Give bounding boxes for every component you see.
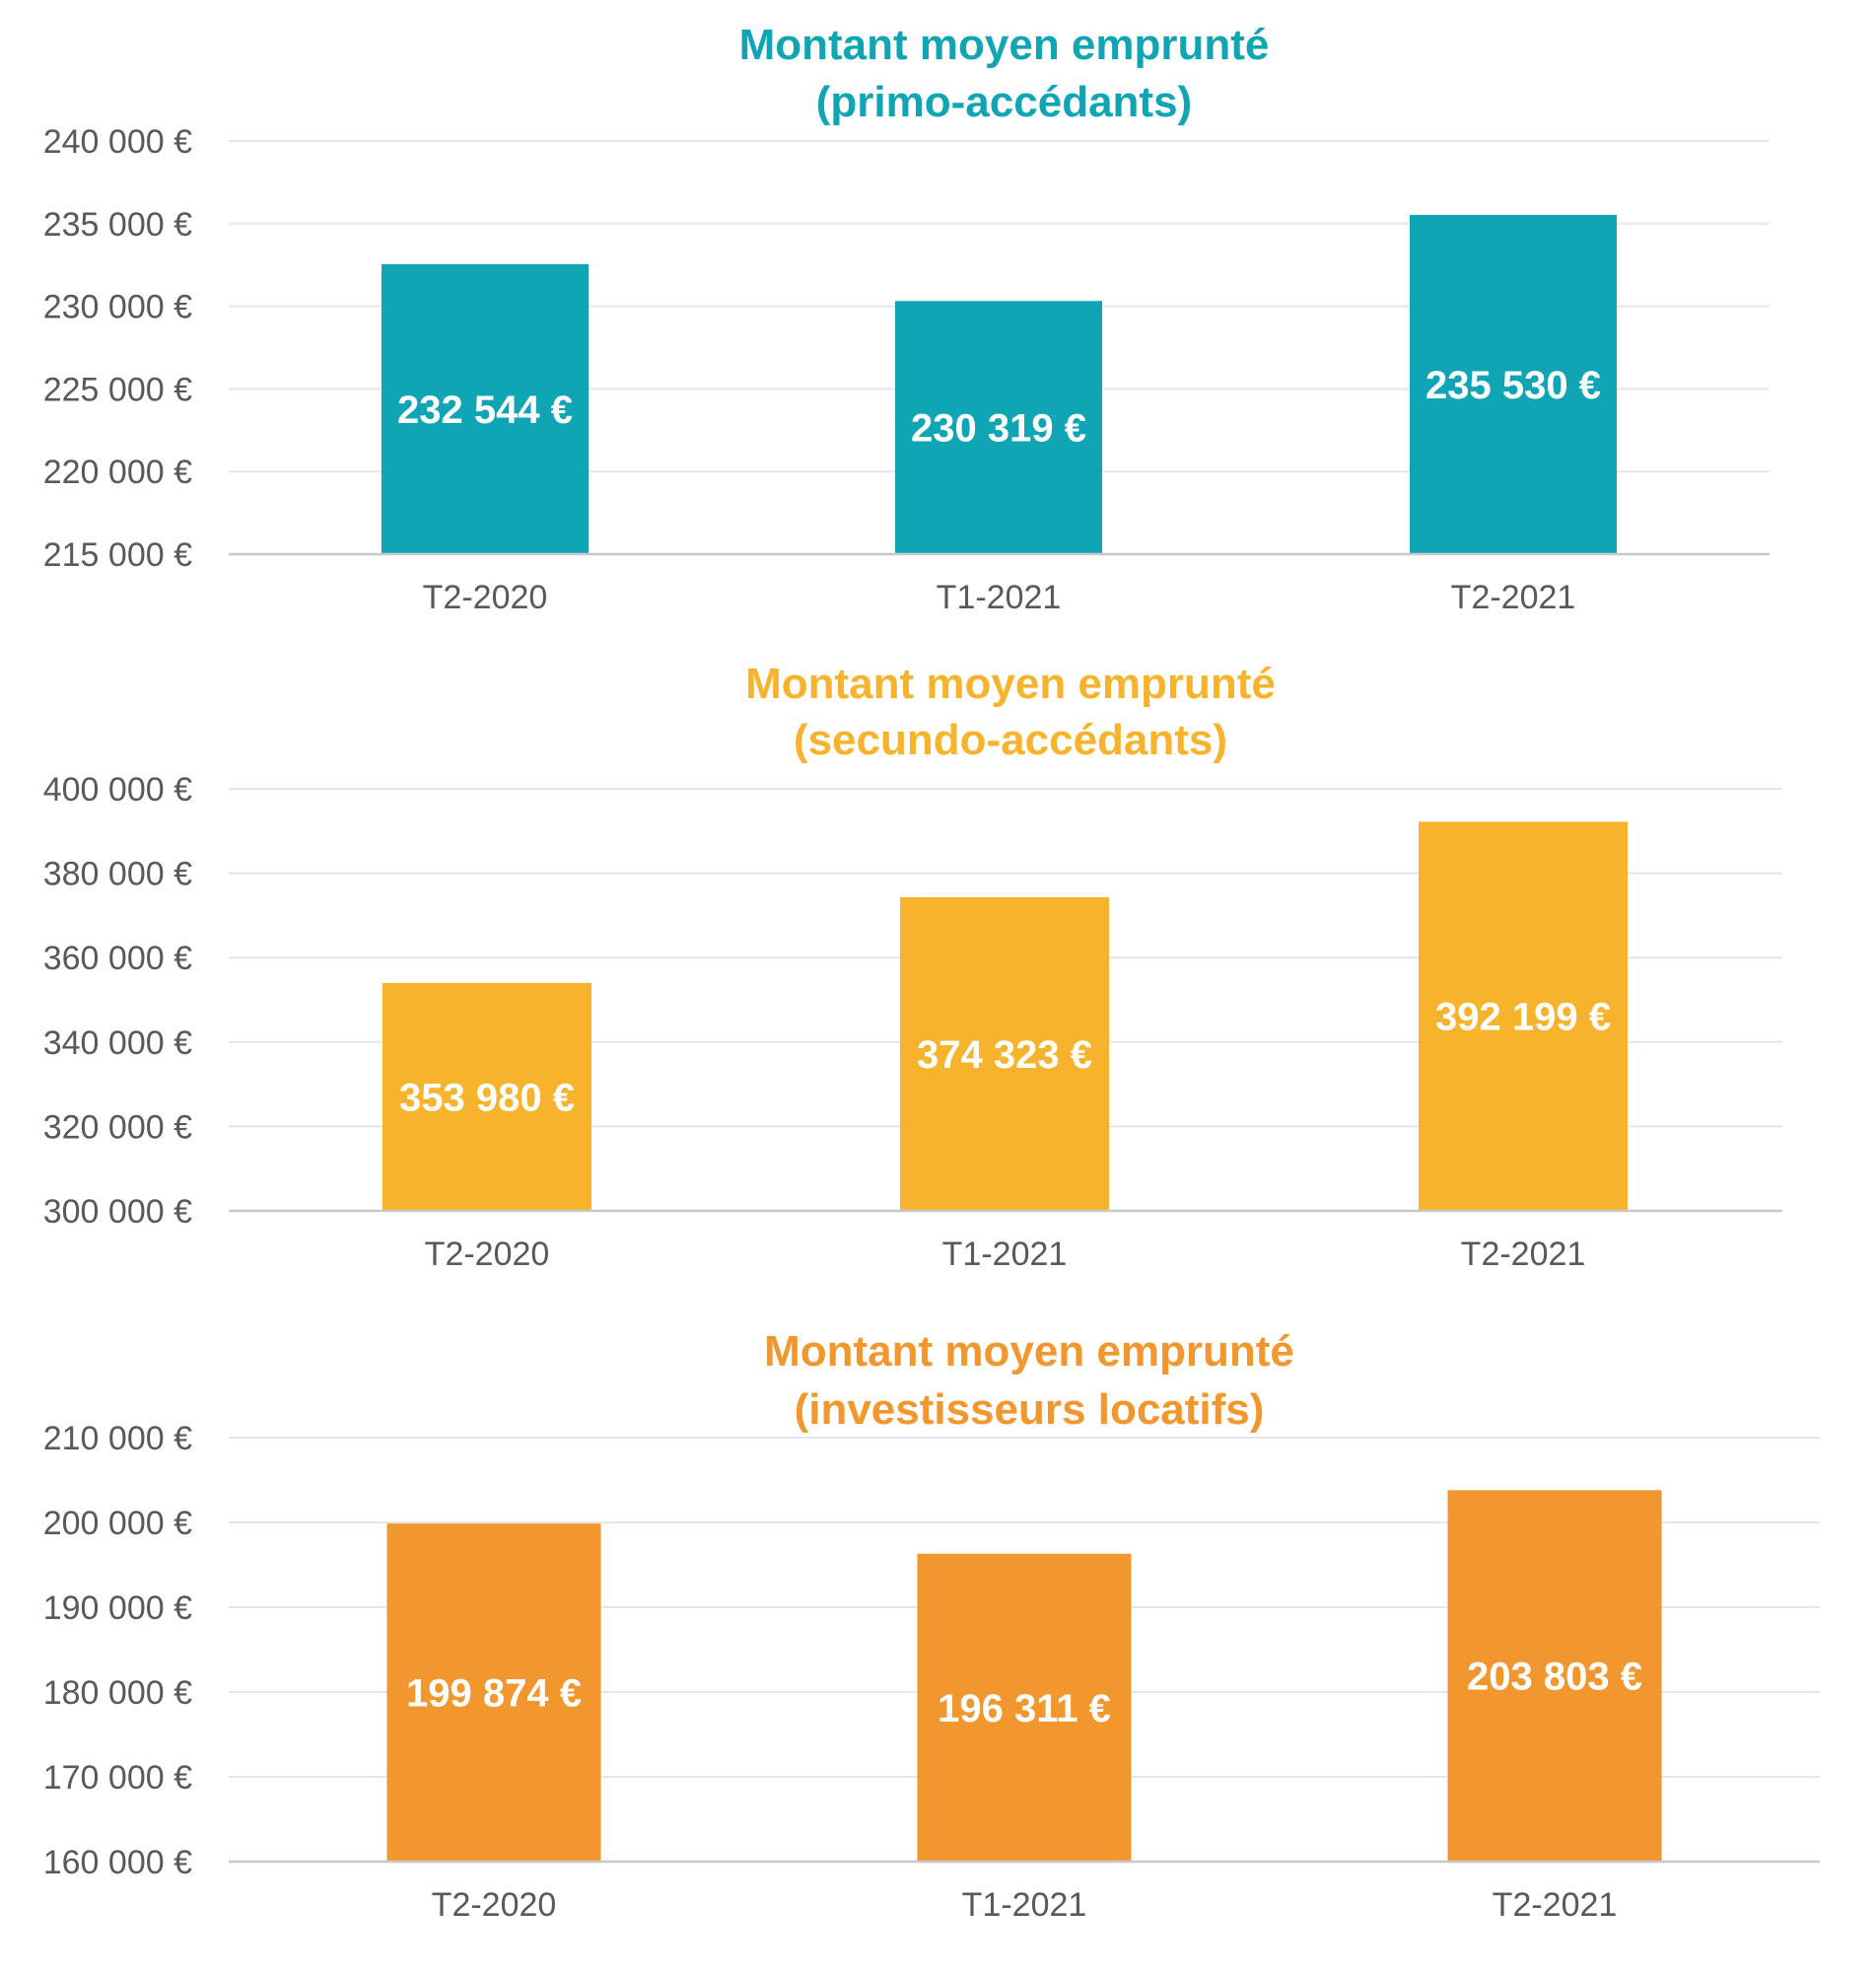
x-category-label: T2-2020: [432, 1886, 557, 1924]
y-tick-label: 210 000 €: [43, 1420, 192, 1457]
bar-T1-2021: [895, 301, 1102, 554]
x-category-label: T1-2021: [942, 1235, 1068, 1273]
data-label: 392 199 €: [1435, 996, 1611, 1039]
chart-3: Montant moyen emprunté (investisseurs loc…: [43, 1327, 1820, 1924]
y-tick-label: 225 000 €: [43, 371, 192, 408]
data-label: 232 544 €: [397, 388, 573, 432]
data-label: 353 980 €: [399, 1076, 575, 1119]
data-label: 235 530 €: [1425, 364, 1601, 407]
chart-title-line-2: (secundo-accédants): [794, 716, 1227, 764]
chart-title-line-1: Montant moyen emprunté: [739, 21, 1270, 69]
y-tick-label: 190 000 €: [43, 1589, 192, 1627]
data-label: 199 874 €: [406, 1672, 582, 1716]
y-tick-label: 180 000 €: [43, 1674, 192, 1712]
y-tick-label: 240 000 €: [43, 123, 192, 161]
y-tick-label: 340 000 €: [43, 1024, 192, 1062]
y-tick-label: 230 000 €: [43, 289, 192, 326]
x-category-label: T2-2020: [425, 1235, 550, 1273]
y-tick-label: 300 000 €: [43, 1193, 192, 1231]
y-tick-label: 220 000 €: [43, 454, 192, 491]
y-tick-label: 380 000 €: [43, 856, 192, 893]
data-label: 374 323 €: [917, 1033, 1092, 1077]
y-tick-label: 235 000 €: [43, 206, 192, 244]
y-tick-label: 320 000 €: [43, 1108, 192, 1146]
y-tick-label: 400 000 €: [43, 771, 192, 809]
x-category-label: T2-2021: [1461, 1235, 1586, 1273]
y-tick-label: 215 000 €: [43, 536, 192, 574]
bar-T2-2021: [1419, 821, 1628, 1211]
y-tick-label: 160 000 €: [43, 1844, 192, 1881]
y-tick-label: 360 000 €: [43, 940, 192, 977]
bar-T1-2021: [900, 896, 1109, 1211]
y-tick-label: 200 000 €: [43, 1505, 192, 1542]
chart-1: Montant moyen emprunté (primo-accédants) 2…: [43, 21, 1770, 616]
bar-T2-2020: [382, 263, 589, 554]
x-category-label: T1-2021: [937, 579, 1062, 616]
bar-T2-2021: [1447, 1490, 1662, 1862]
x-category-label: T2-2021: [1493, 1886, 1618, 1924]
x-category-label: T1-2021: [962, 1886, 1087, 1924]
chart-title-line-2: (investisseurs locatifs): [795, 1385, 1265, 1434]
chart-2: Montant moyen emprunté (secundo-accédants…: [43, 660, 1782, 1273]
chart-title-line-1: Montant moyen emprunté: [745, 660, 1276, 708]
chart-title-line-2: (primo-accédants): [816, 78, 1192, 126]
bar-T2-2020: [382, 982, 591, 1211]
y-tick-label: 170 000 €: [43, 1759, 192, 1797]
chart-title-line-1: Montant moyen emprunté: [764, 1327, 1294, 1376]
bar-T2-2021: [1410, 214, 1617, 554]
data-label: 196 311 €: [938, 1687, 1111, 1730]
x-category-label: T2-2020: [423, 579, 548, 616]
data-label: 203 803 €: [1467, 1656, 1642, 1699]
data-label: 230 319 €: [911, 407, 1086, 451]
bar-T1-2021: [917, 1553, 1132, 1862]
x-category-label: T2-2021: [1451, 579, 1576, 616]
bar-T2-2020: [386, 1523, 601, 1862]
